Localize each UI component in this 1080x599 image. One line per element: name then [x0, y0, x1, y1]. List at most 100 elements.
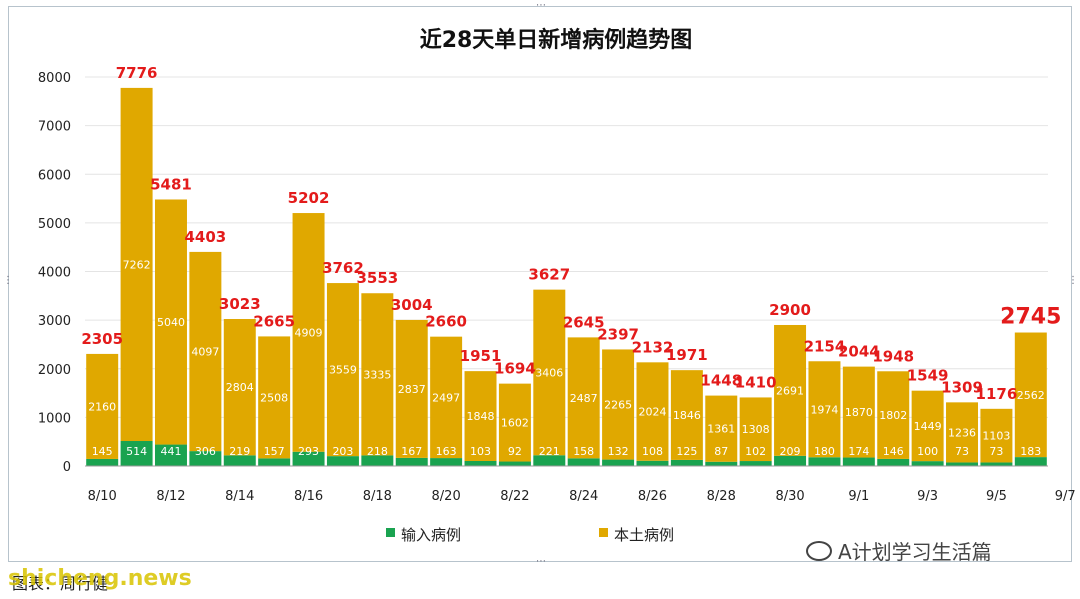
x-tick-label: 9/7 [1055, 489, 1076, 504]
data-label-local: 1846 [673, 409, 701, 422]
bar-local [258, 336, 291, 459]
wechat-icon [806, 540, 832, 561]
bar-imported [154, 444, 187, 466]
data-label-imported: 158 [573, 445, 594, 458]
y-tick-label: 2000 [38, 363, 71, 378]
data-label-imported: 146 [883, 445, 904, 458]
data-label-local: 2160 [88, 400, 116, 413]
data-label-total: 3023 [219, 295, 261, 313]
data-label-local: 1602 [501, 417, 529, 430]
data-label-total: 2132 [632, 338, 674, 356]
data-label-total: 2305 [81, 330, 123, 348]
data-label-local: 1848 [467, 410, 495, 423]
data-label-total: 2900 [769, 301, 811, 319]
bar-local [498, 383, 531, 462]
bar-local [808, 361, 841, 458]
x-tick-label: 8/20 [432, 489, 461, 504]
legend-swatch-local [599, 528, 608, 537]
bar-local [86, 353, 119, 459]
data-label-imported: 306 [195, 445, 216, 458]
data-label-imported: 180 [814, 445, 835, 458]
y-tick-label: 8000 [38, 71, 71, 86]
data-label-total: 2154 [804, 337, 846, 355]
bar-local [842, 366, 875, 458]
data-label-local: 1449 [914, 420, 942, 433]
data-label-local: 2691 [776, 384, 804, 397]
data-label-imported: 203 [332, 445, 353, 458]
bar-imported [877, 458, 910, 466]
bar-local [292, 213, 325, 452]
y-tick-label: 6000 [38, 168, 71, 183]
data-label-imported: 293 [298, 445, 319, 458]
bar-local [670, 370, 703, 460]
bar-imported [980, 462, 1013, 466]
data-label-total: 3627 [528, 266, 570, 284]
data-label-imported: 100 [917, 445, 938, 458]
wechat-account-name: A计划学习生活篇 [838, 540, 992, 564]
data-label-local: 2497 [432, 391, 460, 404]
y-tick-label: 1000 [38, 411, 71, 426]
data-label-imported: 221 [539, 445, 560, 458]
bar-imported [670, 459, 703, 466]
bar-local [326, 283, 359, 457]
bar-imported [430, 458, 463, 466]
bar-local [980, 408, 1013, 463]
data-label-imported: 108 [642, 445, 663, 458]
bar-imported [292, 451, 325, 466]
legend-label-imported: 输入病例 [401, 526, 461, 544]
data-label-total: 3762 [322, 259, 364, 277]
bar-imported [842, 457, 875, 466]
data-label-total: 1309 [941, 378, 983, 396]
data-label-imported: 514 [126, 445, 147, 458]
chart-source: 图表：周行健 [12, 574, 109, 593]
y-tick-label: 4000 [38, 266, 71, 281]
bar-imported [223, 455, 256, 466]
bar-local [567, 337, 600, 459]
x-tick-label: 8/10 [88, 489, 117, 504]
data-label-imported: 157 [264, 445, 285, 458]
bar-imported [946, 462, 979, 466]
data-label-total: 2660 [425, 313, 467, 331]
data-label-local: 1974 [810, 403, 838, 416]
x-tick-label: 8/28 [707, 489, 736, 504]
bar-local [533, 289, 566, 456]
resize-handle-top[interactable]: ⋯ [536, 0, 546, 11]
bar-local [120, 87, 153, 442]
y-tick-label: 3000 [38, 314, 71, 329]
legend: 输入病例 本土病例 [386, 526, 674, 544]
bar-imported [705, 461, 738, 466]
bars [86, 87, 1047, 466]
bar-local [464, 371, 497, 461]
bar-imported [739, 461, 772, 466]
y-tick-label: 7000 [38, 120, 71, 135]
data-label-local: 5040 [157, 316, 185, 329]
bar-local [774, 324, 807, 456]
data-label-imported: 73 [955, 445, 969, 458]
x-tick-label: 8/30 [775, 489, 804, 504]
bar-imported [464, 460, 497, 466]
data-label-local: 1870 [845, 406, 873, 419]
data-label-total: 1410 [735, 373, 777, 391]
bar-local [154, 199, 187, 445]
data-label-imported: 103 [470, 445, 491, 458]
bar-local [361, 293, 394, 456]
bar-local [189, 251, 222, 452]
data-label-total: 5202 [288, 189, 330, 207]
bar-imported [326, 456, 359, 466]
bar-local [911, 390, 944, 462]
resize-handle-right[interactable]: ⋮ [1068, 275, 1078, 286]
bar-imported [395, 457, 428, 466]
data-label-total: 3004 [391, 296, 433, 314]
resize-handle-bottom[interactable]: ⋯ [536, 556, 546, 567]
data-label-imported: 167 [401, 445, 422, 458]
bar-local [877, 371, 910, 459]
gridlines [85, 76, 1048, 418]
data-label-imported: 218 [367, 445, 388, 458]
data-label-total: 1971 [666, 346, 708, 364]
resize-handle-left[interactable]: ⋮ [3, 275, 13, 286]
data-label-local: 2804 [226, 381, 254, 394]
data-label-imported: 73 [989, 445, 1003, 458]
data-label-imported: 163 [436, 445, 457, 458]
legend-label-local: 本土病例 [614, 526, 674, 544]
